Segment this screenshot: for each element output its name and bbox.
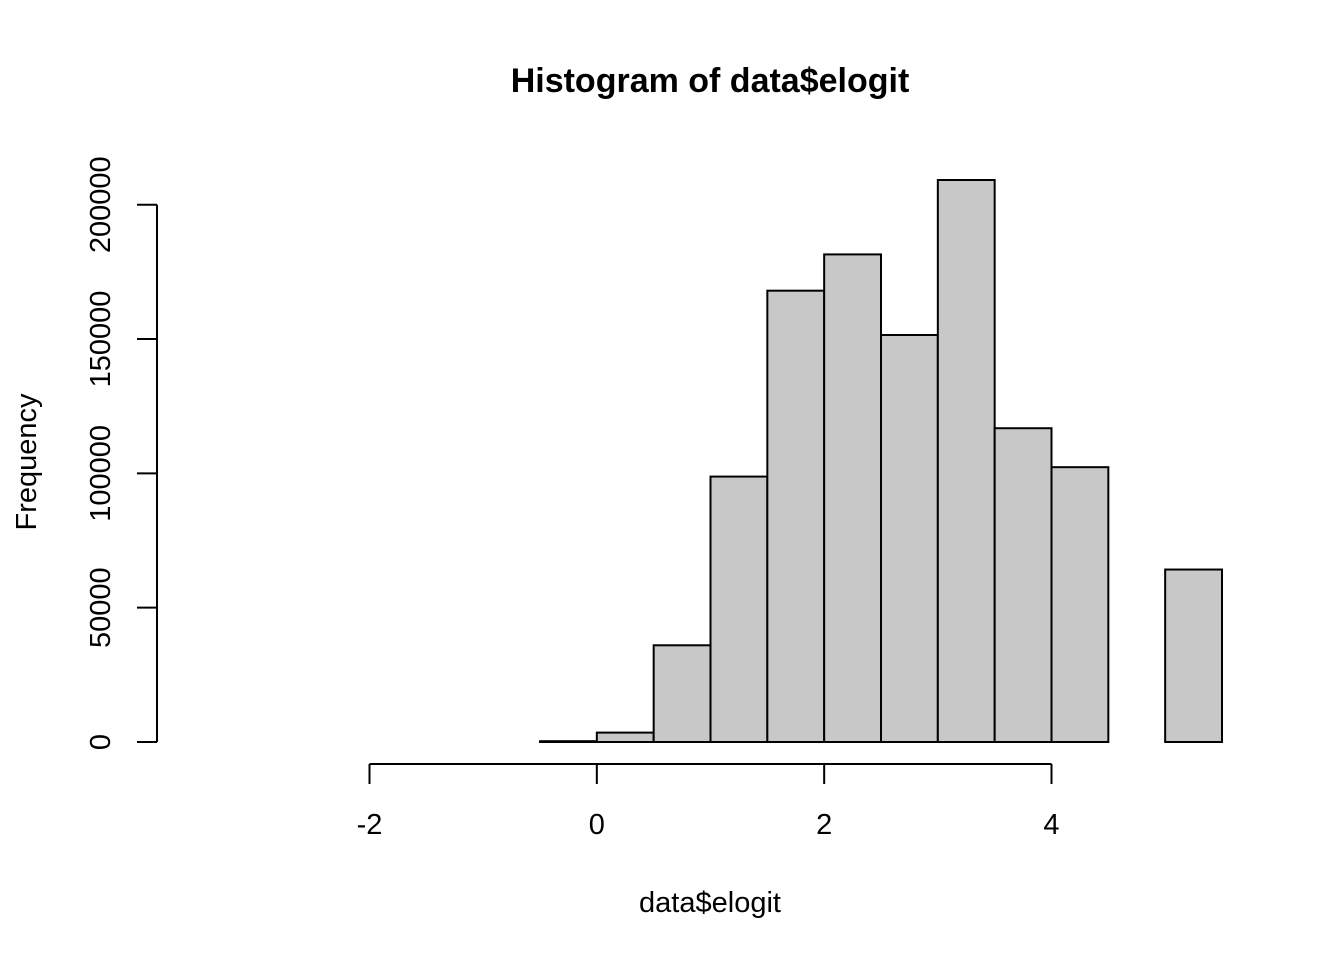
histogram-bar-12 xyxy=(880,334,939,743)
y-axis: 0 50000 100000 150000 200000 xyxy=(85,156,158,750)
x-tick-label-2: 2 xyxy=(816,809,832,841)
x-axis-label: data$elogit xyxy=(639,887,781,919)
x-axis: -2 0 2 4 xyxy=(357,763,1060,841)
histogram-bar-7 xyxy=(595,731,655,744)
histogram-bar-6 xyxy=(539,740,598,744)
x-tick-label-0: -2 xyxy=(357,809,383,841)
y-tick-label-3: 150000 xyxy=(85,291,117,388)
chart-title: Histogram of data$elogit xyxy=(511,62,910,100)
histogram-bar-9 xyxy=(709,475,769,743)
histogram-bar-17 xyxy=(1164,568,1223,743)
y-tick-label-0: 0 xyxy=(85,734,117,750)
histogram-bar-14 xyxy=(993,427,1053,743)
x-tick-label-3: 4 xyxy=(1043,809,1059,841)
y-tick-label-4: 200000 xyxy=(85,156,117,253)
x-tick-label-1: 0 xyxy=(589,809,605,841)
histogram-bar-10 xyxy=(766,289,826,743)
histogram-bar-15 xyxy=(1050,466,1110,743)
histogram-bar-11 xyxy=(823,253,883,743)
histogram-bar-13 xyxy=(936,179,996,743)
y-axis-label: Frequency xyxy=(11,393,43,531)
y-tick-label-2: 100000 xyxy=(85,425,117,522)
histogram-bars xyxy=(539,179,1223,744)
y-tick-label-1: 50000 xyxy=(85,567,117,648)
histogram-bar-8 xyxy=(652,644,712,743)
